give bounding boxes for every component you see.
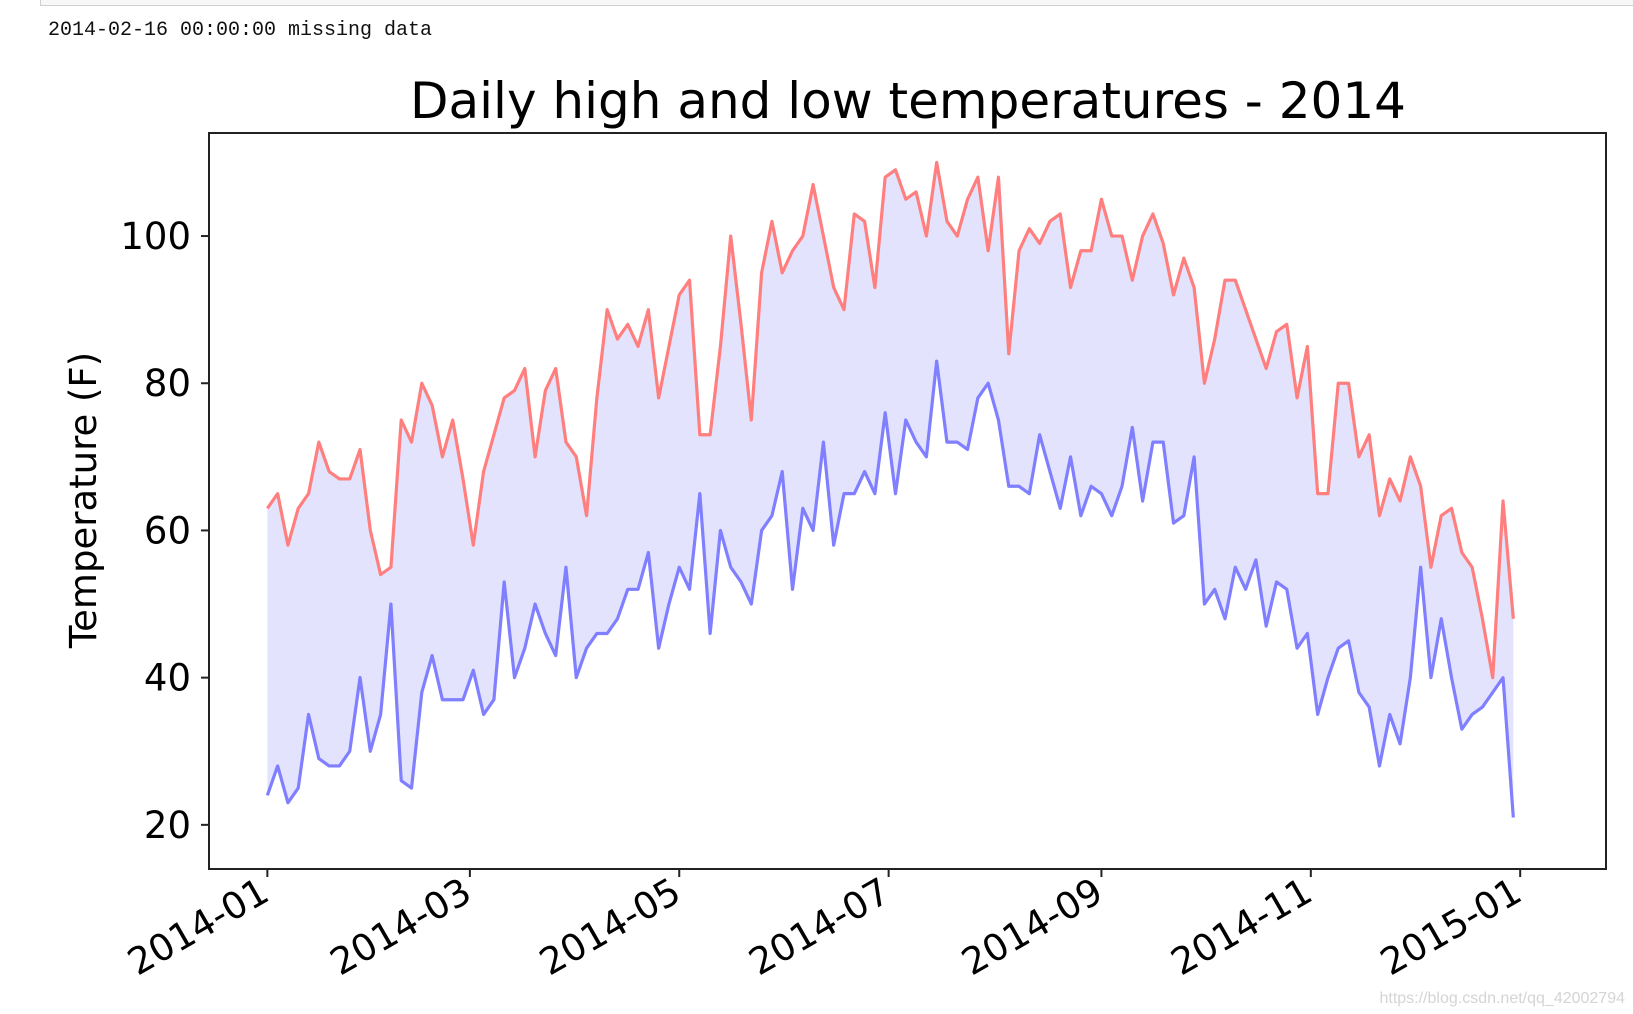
y-tick-label: 80 xyxy=(144,362,191,405)
y-tick-label: 40 xyxy=(144,657,191,700)
series-line-highs xyxy=(266,160,1515,680)
y-tick-label: 60 xyxy=(144,509,191,552)
series-line-lows xyxy=(265,359,1515,818)
watermark: https://blog.csdn.net/qq_42002794 xyxy=(1379,990,1625,1007)
cell-output-message: 2014-02-16 00:00:00 missing data xyxy=(48,19,433,42)
x-axis: 2014-01 2014-03 2014-05 2014-07 2014-09 2014-… xyxy=(120,869,1529,985)
x-tick-label: 2014-09 xyxy=(955,870,1110,985)
x-tick-label: 2014-11 xyxy=(1164,870,1319,985)
chart-title: Daily high and low temperatures - 2014 xyxy=(410,72,1406,130)
series-lines xyxy=(265,160,1515,818)
input-cell-border xyxy=(40,0,1633,6)
x-tick-label: 2015-01 xyxy=(1373,870,1528,985)
y-axis: 20 40 60 80 100 xyxy=(120,215,209,847)
y-axis-label: Temperature (F) xyxy=(62,352,105,649)
x-tick-label: 2014-01 xyxy=(120,870,275,985)
x-tick-label: 2014-05 xyxy=(532,870,687,985)
plot-frame xyxy=(208,132,1607,870)
fill-between-layer xyxy=(267,162,1514,818)
x-tick-label: 2014-03 xyxy=(323,870,478,985)
y-tick-label: 100 xyxy=(120,215,191,258)
y-tick-label: 20 xyxy=(144,804,191,847)
x-tick-label: 2014-07 xyxy=(742,870,897,985)
fill-between-area xyxy=(267,162,1514,818)
